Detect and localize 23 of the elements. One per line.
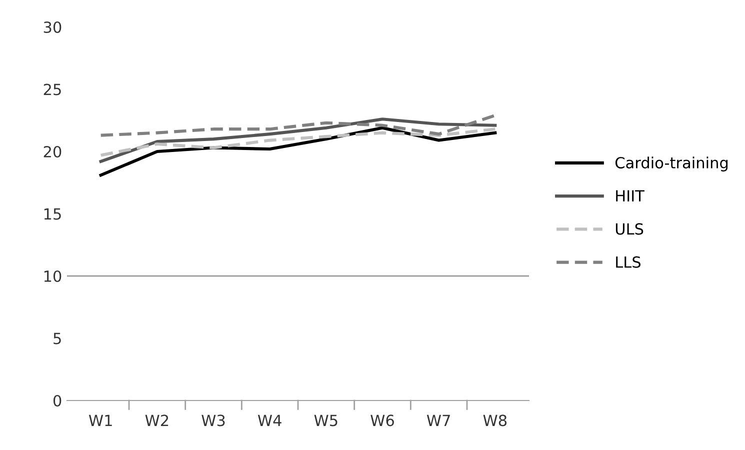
x-tick-label: W3 [202,414,225,426]
x-tick-label: W6 [370,414,394,426]
y-tick-label: 25 [44,84,61,96]
line-series [99,118,497,163]
legend-label: LLS [616,256,640,268]
y-tick-label: 30 [44,21,62,34]
line-series [99,126,497,177]
y-tick-label: 15 [44,208,61,220]
legend-label: HIIT [616,190,644,202]
y-tick-label: 5 [54,332,61,344]
x-tick-label: W5 [314,414,338,426]
y-tick-label: 20 [44,146,62,158]
x-tick-label: W8 [483,414,507,426]
x-tick-label: W4 [258,414,282,426]
y-tick-label: 10 [44,270,62,282]
legend-label: Cardio-training [615,156,728,172]
x-tick-label: W1 [88,414,112,426]
legend-label: ULS [616,223,644,235]
x-tick-label: W2 [145,414,168,426]
x-tick-label: W7 [426,414,450,426]
line-series [99,114,497,137]
line-series [99,128,497,157]
y-tick-label: 0 [53,394,62,407]
